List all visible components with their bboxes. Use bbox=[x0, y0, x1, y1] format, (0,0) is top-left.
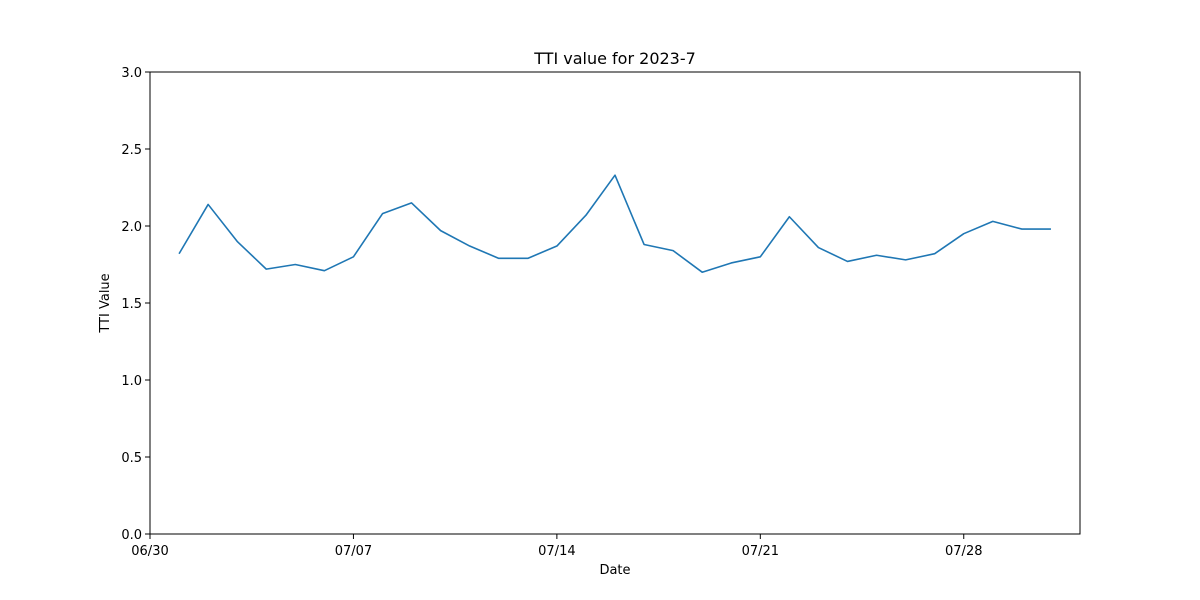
y-tick-label: 0.5 bbox=[121, 451, 142, 466]
y-tick-label: 2.5 bbox=[121, 143, 142, 158]
y-tick-label: 1.0 bbox=[121, 374, 142, 389]
x-axis-label: Date bbox=[599, 563, 630, 578]
series-line bbox=[178, 174, 1051, 274]
chart-title: TTI value for 2023-7 bbox=[533, 49, 696, 68]
x-tick-label: 06/30 bbox=[131, 544, 168, 559]
x-tick-label: 07/14 bbox=[538, 544, 575, 559]
y-tick-label: 2.0 bbox=[121, 220, 142, 235]
y-tick-label: 1.5 bbox=[121, 297, 142, 312]
x-axis: 06/30 07/07 07/14 07/21 07/28 bbox=[131, 534, 982, 559]
x-tick-label: 07/07 bbox=[335, 544, 372, 559]
y-tick-label: 0.0 bbox=[121, 528, 142, 543]
plot-area bbox=[178, 174, 1051, 274]
y-axis: 0.0 0.5 1.0 1.5 2.0 2.5 3.0 bbox=[121, 66, 150, 543]
plot-frame bbox=[149, 71, 1081, 535]
x-tick-label: 07/28 bbox=[945, 544, 982, 559]
y-axis-label: TTI Value bbox=[98, 273, 113, 333]
x-tick-label: 07/21 bbox=[742, 544, 779, 559]
y-tick-label: 3.0 bbox=[121, 66, 142, 81]
